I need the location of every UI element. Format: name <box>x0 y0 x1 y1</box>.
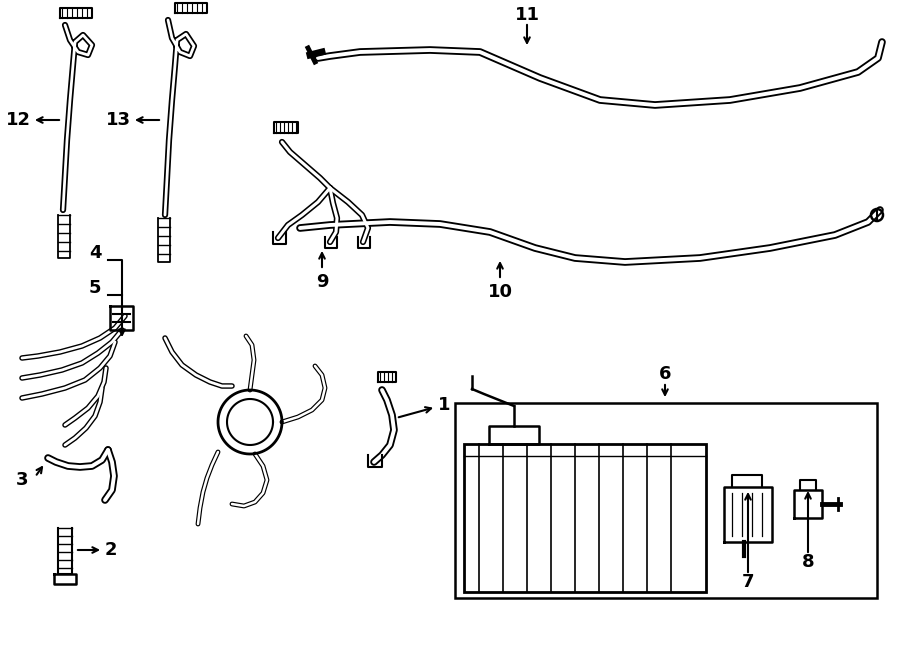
Text: 10: 10 <box>488 283 512 301</box>
Text: 8: 8 <box>802 553 814 571</box>
Text: 7: 7 <box>742 573 754 591</box>
Text: 12: 12 <box>5 111 31 129</box>
Bar <box>464 444 706 592</box>
Text: 2: 2 <box>105 541 118 559</box>
Text: 3: 3 <box>16 471 28 489</box>
Text: 1: 1 <box>438 396 451 414</box>
Bar <box>455 403 877 598</box>
Text: 13: 13 <box>105 111 130 129</box>
Text: 4: 4 <box>89 244 101 262</box>
Text: 6: 6 <box>659 365 671 383</box>
Text: 5: 5 <box>89 279 101 297</box>
Text: 9: 9 <box>316 273 328 291</box>
Text: 11: 11 <box>515 6 539 24</box>
